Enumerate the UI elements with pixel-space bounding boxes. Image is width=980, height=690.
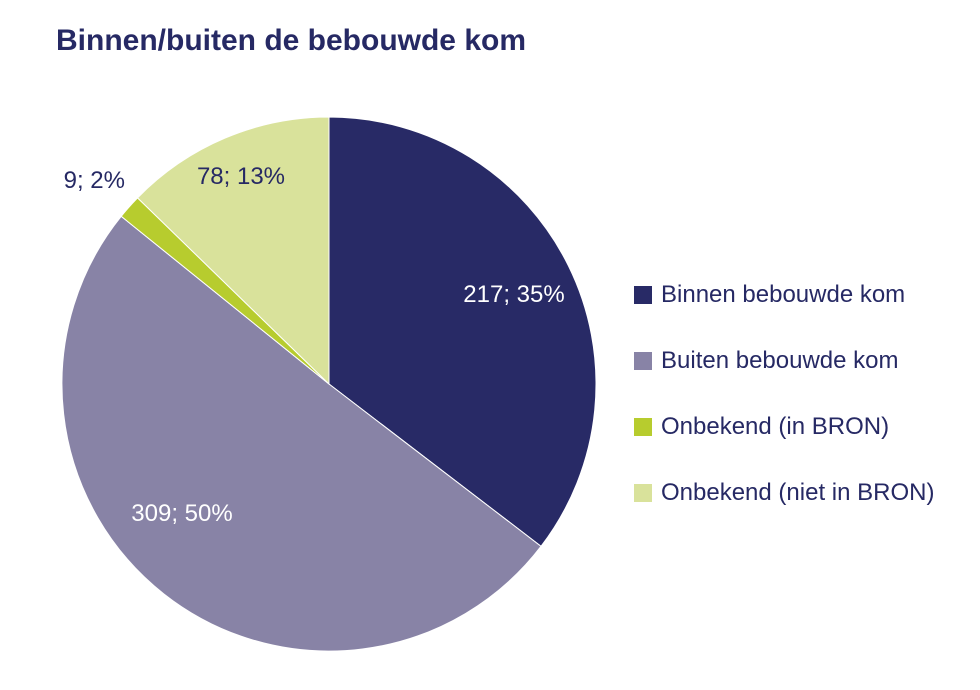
legend-item-binnen: Binnen bebouwde kom [634,262,934,328]
legend-label: Onbekend (in BRON) [661,413,890,440]
pie-slice-4 [136,116,330,386]
legend-label: Buiten bebouwde kom [661,347,899,374]
data-label-4: 78; 13% [197,163,285,190]
pie-slice-2 [61,215,542,652]
legend-item-onbekend-in-bron: Onbekend (in BRON) [634,394,934,460]
legend-swatch [634,352,652,370]
legend-item-onbekend-niet-in-bron: Onbekend (niet in BRON) [634,460,934,526]
data-label-1: 217; 35% [463,281,564,308]
legend-label: Binnen bebouwde kom [661,281,906,308]
data-label-3: 9; 2% [64,167,125,194]
legend-item-buiten: Buiten bebouwde kom [634,328,934,394]
data-label-2: 309; 50% [131,500,232,527]
chart-title: Binnen/buiten de bebouwde kom [56,24,527,57]
legend-swatch [634,484,652,502]
legend-label: Onbekend (niet in BRON) [661,479,935,506]
legend-swatch [634,286,652,304]
pie-slice-1 [328,116,597,548]
legend-swatch [634,418,652,436]
chart-legend: Binnen bebouwde kom Buiten bebouwde kom … [634,262,934,526]
